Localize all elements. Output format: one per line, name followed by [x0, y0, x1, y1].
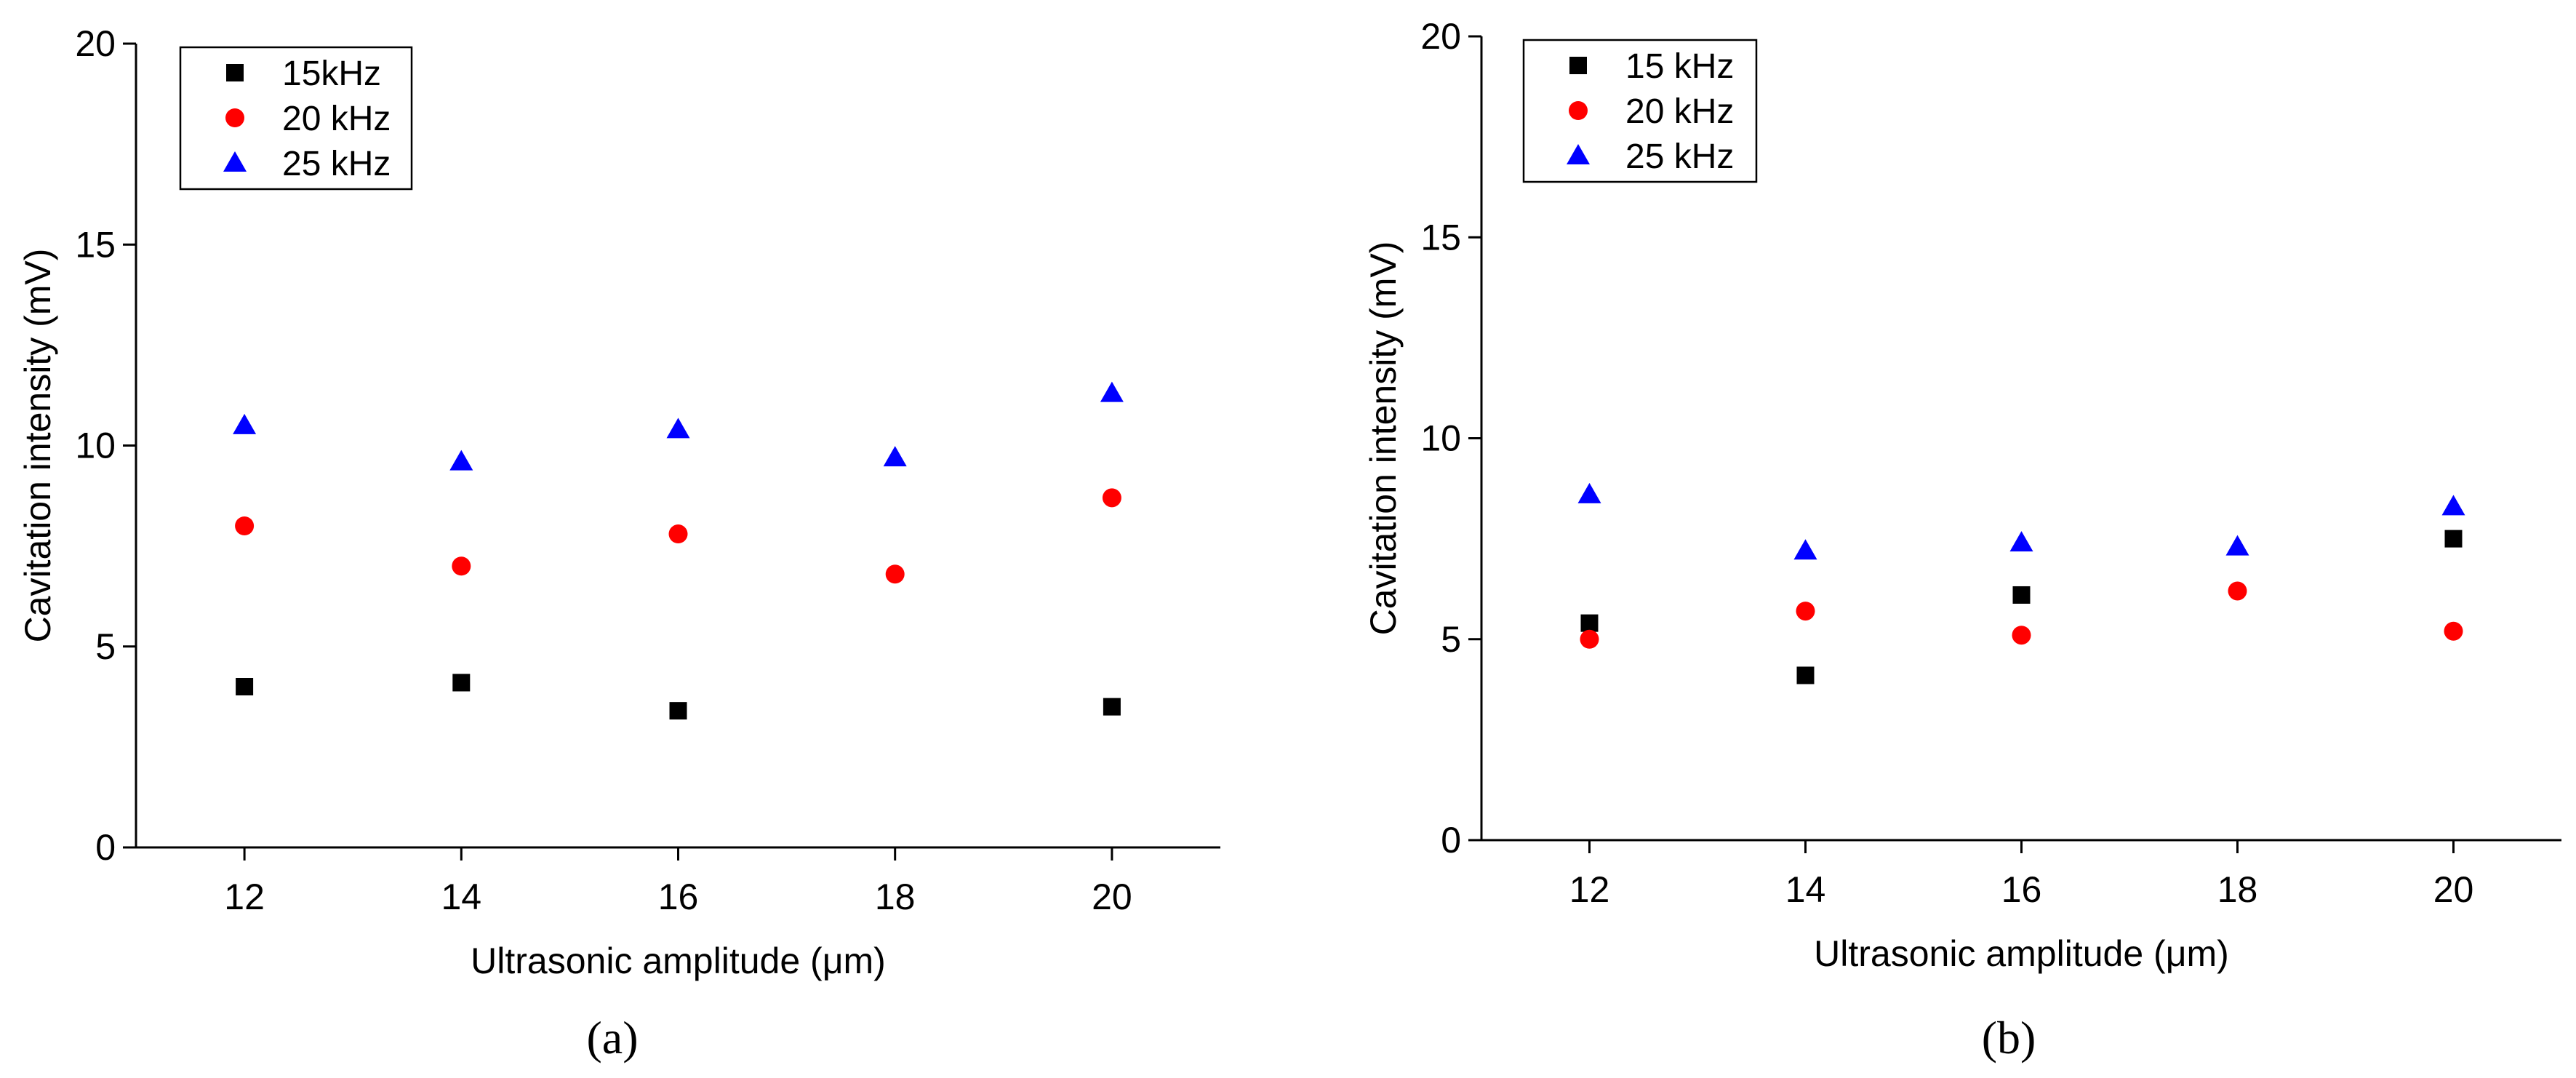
data-point-triangle — [2441, 495, 2465, 516]
data-point-square — [2444, 530, 2463, 548]
y-tick-label: 0 — [1441, 820, 1461, 861]
data-point-square — [452, 674, 471, 692]
series-circle — [1580, 581, 2463, 649]
x-tick-label: 12 — [1569, 869, 1610, 910]
x-tick-label: 16 — [2001, 869, 2042, 910]
x-tick-label: 20 — [2433, 869, 2474, 910]
data-point-square — [1796, 666, 1815, 684]
y-tick-label: 5 — [95, 626, 116, 667]
legend-label: 20 kHz — [282, 100, 391, 138]
y-tick-label: 10 — [75, 426, 116, 466]
data-point-circle — [235, 516, 255, 535]
series-triangle — [1577, 482, 2465, 560]
chart-panel-b: 0 5 10 15 20 12 14 16 18 20 Ultrasonic amplitude (… — [1363, 16, 2561, 1063]
legend-box — [1522, 39, 1758, 183]
series-triangle — [233, 381, 1124, 471]
data-point-triangle — [1100, 381, 1124, 402]
legend-marker-triangle — [1567, 144, 1590, 164]
y-tick-label: 20 — [1420, 16, 1461, 57]
legend-marker-square — [1569, 57, 1587, 74]
legend-box — [179, 46, 413, 191]
data-point-triangle — [449, 450, 473, 471]
data-point-triangle — [2225, 535, 2249, 556]
data-point-square — [1580, 614, 1599, 632]
legend-label: 20 kHz — [1625, 92, 1734, 131]
y-tick-label: 20 — [75, 23, 116, 64]
x-tick-label: 12 — [224, 877, 265, 917]
series-square — [236, 674, 1121, 720]
data-point-circle — [1796, 602, 1815, 621]
legend-label: 25 kHz — [282, 145, 391, 183]
data-point-circle — [452, 556, 471, 576]
y-axis-label: Cavitation intensity (mV) — [1363, 241, 1404, 636]
x-tick-label: 18 — [2217, 869, 2258, 910]
data-point-square — [669, 702, 687, 720]
y-axis-label: Cavitation intensity (mV) — [17, 249, 58, 643]
data-point-triangle — [233, 413, 257, 434]
legend-marker-circle — [225, 108, 244, 127]
panel-label: (b) — [1982, 1012, 2036, 1063]
y-tick-label: 5 — [1441, 619, 1461, 660]
legend-marker-circle — [1569, 101, 1588, 120]
legend-marker-triangle — [223, 151, 247, 172]
x-tick-label: 14 — [1785, 869, 1826, 910]
legend-label: 15kHz — [282, 55, 381, 93]
data-point-circle — [885, 564, 905, 584]
x-axis-label: Ultrasonic amplitude (μm) — [1814, 933, 2229, 974]
chart-panel-a: 0 5 10 15 20 12 14 16 18 20 Ultrasonic amplitude (… — [17, 23, 1220, 1063]
data-point-triangle — [666, 418, 690, 439]
y-tick-label: 15 — [75, 224, 116, 265]
y-tick-label: 10 — [1420, 418, 1461, 459]
legend-marker-square — [226, 64, 244, 81]
data-point-circle — [2228, 581, 2247, 601]
data-point-triangle — [883, 446, 907, 467]
x-tick-label: 20 — [1092, 877, 1132, 917]
data-point-circle — [2444, 621, 2463, 641]
y-tick-label: 0 — [95, 827, 116, 868]
series-square — [1580, 530, 2463, 684]
data-point-circle — [1580, 629, 1599, 649]
legend-label: 25 kHz — [1625, 137, 1734, 176]
y-tick-label: 15 — [1420, 217, 1461, 257]
series-circle — [235, 488, 1121, 584]
x-tick-label: 16 — [658, 877, 699, 917]
data-point-circle — [668, 524, 688, 544]
panel-label: (a) — [586, 1012, 638, 1063]
data-point-triangle — [2009, 531, 2033, 552]
data-point-circle — [1102, 488, 1121, 508]
x-tick-label: 18 — [875, 877, 916, 917]
data-point-triangle — [1577, 482, 1601, 503]
data-point-square — [1103, 698, 1121, 716]
data-point-square — [236, 678, 254, 695]
legend-label: 15 kHz — [1625, 47, 1734, 86]
x-tick-label: 14 — [441, 877, 481, 917]
x-axis-label: Ultrasonic amplitude (μm) — [471, 941, 886, 981]
data-point-square — [2012, 586, 2031, 604]
data-point-circle — [2012, 626, 2031, 645]
data-point-triangle — [1793, 539, 1817, 560]
